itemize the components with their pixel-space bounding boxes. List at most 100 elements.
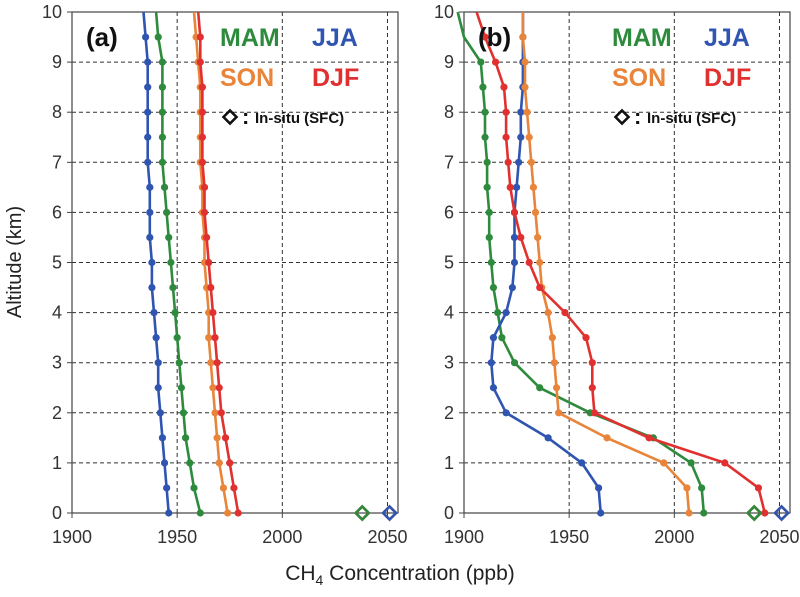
- data-point-jja: [578, 459, 586, 467]
- data-point-djf: [200, 208, 209, 216]
- data-point-jja: [517, 108, 525, 116]
- x-tick-label: 1950: [549, 527, 589, 547]
- data-point-djf: [230, 484, 238, 492]
- legend-label-djf: DJF: [312, 64, 359, 92]
- data-point-djf: [506, 183, 514, 191]
- x-tick-label: 1950: [157, 527, 197, 547]
- y-tick-label: 10: [42, 2, 62, 22]
- data-point-djf: [721, 459, 729, 467]
- data-point-djf: [582, 334, 590, 342]
- series-mam: [456, 11, 708, 517]
- y-tick-label: 4: [444, 303, 454, 323]
- data-point-son: [552, 384, 561, 392]
- data-point-jja: [487, 359, 495, 367]
- y-tick-label: 8: [444, 102, 454, 122]
- legend-label-mam: MAM: [220, 24, 280, 52]
- data-point-jja: [512, 183, 521, 191]
- data-point-djf: [211, 334, 219, 342]
- data-point-djf: [209, 309, 217, 317]
- legend-label-son: SON: [220, 64, 274, 92]
- data-point-jja: [148, 283, 156, 292]
- data-point-son: [536, 258, 544, 267]
- data-point-djf: [517, 233, 525, 242]
- legend-label-jja: JJA: [704, 24, 750, 52]
- y-tick-label: 10: [434, 2, 454, 22]
- legend-insitu-label: In-situ (SFC): [255, 110, 344, 127]
- data-point-mam: [169, 283, 177, 292]
- data-point-son: [683, 484, 691, 492]
- data-point-son: [550, 359, 559, 367]
- panel-label: (a): [86, 22, 118, 52]
- data-point-mam: [181, 434, 190, 442]
- x-axis-title-subscript: 4: [315, 572, 324, 589]
- data-point-jja: [508, 283, 516, 292]
- y-tick-label: 1: [444, 453, 454, 473]
- data-point-djf: [504, 158, 512, 166]
- data-point-son: [660, 459, 668, 467]
- data-point-jja: [148, 258, 156, 267]
- legend-insitu-icon: [613, 108, 631, 126]
- grid-lines: [464, 12, 790, 513]
- data-point-mam: [479, 83, 487, 91]
- data-point-mam: [485, 233, 493, 242]
- data-point-jja: [489, 334, 498, 342]
- data-point-son: [213, 434, 221, 442]
- legend-label-djf: DJF: [704, 64, 751, 92]
- data-point-mam: [487, 258, 495, 267]
- insitu-marker-mam: [353, 504, 371, 522]
- data-point-mam: [163, 208, 171, 216]
- data-point-mam: [158, 108, 167, 116]
- y-tick-label: 9: [52, 52, 62, 72]
- panel-label: (b): [478, 22, 511, 52]
- data-point-son: [548, 334, 556, 342]
- y-tick-label: 0: [52, 503, 62, 523]
- data-point-djf: [203, 233, 211, 242]
- data-point-djf: [510, 208, 519, 216]
- data-point-djf: [196, 33, 204, 41]
- data-point-jja: [544, 434, 552, 442]
- data-point-djf: [502, 108, 510, 116]
- data-point-mam: [158, 133, 167, 141]
- data-point-jja: [595, 484, 603, 492]
- data-point-jja: [165, 509, 173, 517]
- data-point-jja: [144, 158, 152, 166]
- y-tick-label: 2: [52, 403, 62, 423]
- x-axis-title-main: CH: [285, 562, 316, 585]
- data-point-djf: [491, 58, 500, 66]
- data-point-djf: [217, 409, 225, 417]
- data-point-son: [519, 33, 527, 41]
- y-tick-label: 3: [444, 353, 454, 373]
- data-point-son: [544, 309, 552, 317]
- data-point-mam: [687, 459, 695, 467]
- x-tick-label: 1900: [52, 527, 92, 547]
- x-tick-label: 2050: [759, 527, 799, 547]
- data-point-jja: [142, 33, 150, 41]
- legend-insitu-icon: [221, 108, 239, 126]
- data-point-jja: [144, 83, 152, 91]
- data-point-djf: [588, 384, 596, 392]
- data-point-mam: [700, 509, 708, 517]
- legend-colon: :: [634, 104, 641, 129]
- data-point-son: [205, 334, 213, 342]
- data-point-jja: [163, 484, 171, 492]
- data-point-mam: [175, 359, 183, 367]
- data-point-mam: [483, 158, 491, 166]
- data-point-son: [521, 83, 529, 91]
- data-point-jja: [150, 309, 158, 317]
- data-point-mam: [173, 334, 181, 342]
- insitu-marker-jja: [381, 504, 398, 522]
- insitu-marker-mam: [745, 504, 763, 522]
- y-tick-label: 8: [52, 102, 62, 122]
- data-point-djf: [525, 258, 533, 267]
- y-tick-label: 3: [52, 353, 62, 373]
- data-point-mam: [698, 484, 706, 492]
- data-point-djf: [226, 459, 234, 467]
- data-point-jja: [510, 258, 519, 267]
- x-tick-label: 2000: [262, 527, 302, 547]
- x-tick-label: 1900: [444, 527, 484, 547]
- data-point-jja: [156, 409, 164, 417]
- series-djf: [196, 11, 242, 517]
- data-point-jja: [515, 158, 523, 166]
- data-point-son: [224, 509, 232, 517]
- data-point-mam: [179, 409, 188, 417]
